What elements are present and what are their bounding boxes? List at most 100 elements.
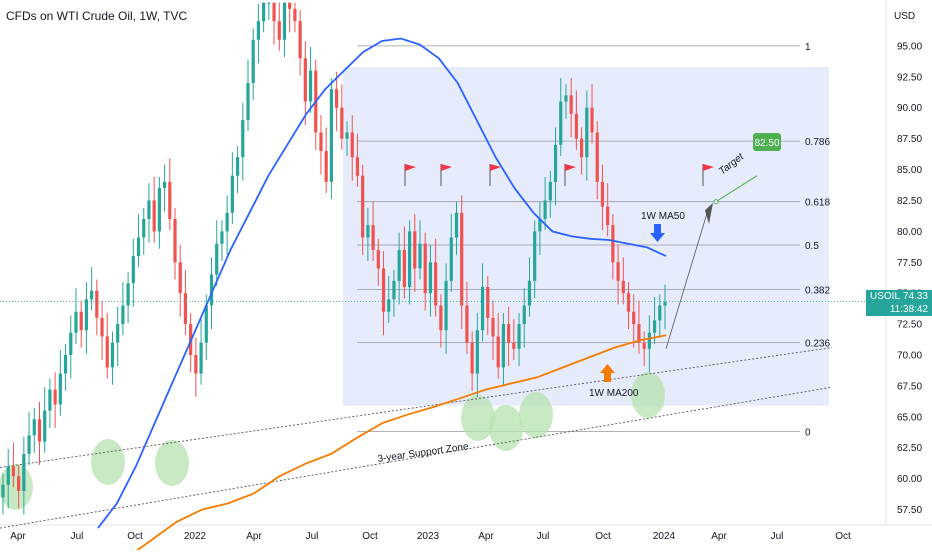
candle-body — [407, 231, 412, 287]
x-tick-label: Jul — [306, 531, 319, 542]
y-tick-label: 72.50 — [897, 320, 922, 331]
candle-body — [90, 290, 94, 300]
candle-body — [371, 225, 375, 250]
candle-body — [512, 342, 516, 349]
candle-body — [131, 256, 135, 284]
projection-arrow-icon — [705, 202, 713, 224]
y-tick-label: 87.50 — [897, 134, 922, 145]
flag-icon — [565, 164, 576, 172]
candle-body — [69, 332, 73, 355]
candle-body — [449, 237, 453, 281]
candle-body — [319, 132, 323, 151]
candle-body — [366, 225, 370, 238]
candle-body — [658, 305, 662, 321]
candle-body — [387, 299, 391, 312]
candle-body — [209, 274, 214, 306]
candle-body — [251, 39, 255, 83]
candle-body — [454, 212, 459, 238]
candle-body — [574, 113, 578, 139]
candle-body — [402, 249, 406, 287]
target-line — [715, 175, 758, 203]
candle-body — [199, 342, 203, 374]
candle-body — [63, 355, 68, 374]
y-tick-label: 90.00 — [897, 103, 922, 114]
y-tick-label: 65.00 — [897, 412, 922, 423]
y-tick-label: 95.00 — [897, 41, 922, 52]
candle-body — [48, 389, 52, 411]
y-tick-label: 57.50 — [897, 505, 922, 516]
price-tag-symbol: USOIL — [870, 291, 901, 302]
x-tick-label: 2022 — [184, 531, 207, 542]
candle-body — [43, 410, 47, 442]
candle-body — [288, 2, 292, 9]
candle-body — [241, 120, 245, 158]
x-tick-label: Oct — [127, 531, 143, 542]
candle-body — [626, 293, 631, 312]
support-zone-label: 3-year Support Zone — [377, 441, 470, 465]
x-tick-label: Oct — [595, 531, 611, 542]
support-circle — [519, 392, 553, 438]
candle-body — [522, 305, 526, 325]
candle-body — [345, 132, 349, 139]
candle-body — [142, 219, 146, 238]
candle-body — [616, 262, 620, 281]
candle-body — [439, 305, 443, 331]
candle-body — [418, 243, 422, 269]
candle-body — [606, 206, 610, 226]
candle-body — [105, 336, 109, 368]
candle-body — [585, 107, 589, 158]
candle-body — [277, 21, 281, 40]
x-tick-label: Apr — [478, 531, 494, 542]
x-tick-label: Apr — [246, 531, 262, 542]
flag-icon — [405, 164, 416, 172]
fib-level-label: 0.382 — [805, 285, 830, 296]
y-tick-label: 67.50 — [897, 381, 922, 392]
candle-body — [230, 175, 234, 213]
candle-body — [58, 373, 62, 405]
candle-body — [246, 83, 250, 121]
candle-body — [340, 107, 344, 139]
candle-body — [376, 249, 380, 269]
support-circle — [0, 464, 33, 510]
candle-body — [173, 219, 177, 263]
candle-body — [298, 21, 302, 59]
y-axis-ticks: 57.5060.0062.5065.0067.5070.0072.5075.00… — [897, 41, 922, 516]
candle-body — [465, 305, 469, 343]
candle-body — [491, 317, 495, 337]
candle-body — [204, 305, 208, 343]
candle-body — [663, 301, 667, 306]
support-circle — [155, 440, 189, 486]
candle-body — [428, 262, 433, 294]
chart-title: CFDs on WTI Crude Oil, 1W, TVC — [6, 9, 188, 23]
candle-body — [579, 138, 584, 158]
support-circle — [91, 439, 125, 485]
candle-body — [32, 419, 36, 436]
support-circle — [461, 395, 495, 441]
x-tick-label: Jul — [771, 531, 784, 542]
candle-body — [475, 330, 479, 374]
candle-body — [215, 243, 219, 275]
candle-body — [642, 342, 646, 349]
candle-body — [37, 419, 42, 442]
candle-body — [116, 324, 120, 343]
candle-body — [501, 324, 506, 368]
candle-body — [470, 342, 474, 374]
candle-body — [444, 280, 448, 331]
x-tick-label: 2024 — [653, 531, 676, 542]
candle-body — [486, 287, 490, 318]
support-circles — [0, 372, 665, 510]
candle-body — [507, 324, 511, 343]
candle-body — [267, 2, 271, 4]
price-tag-countdown: 11:38:42 — [889, 304, 928, 315]
ma200-arrow-icon — [600, 364, 615, 382]
candle-body — [392, 280, 396, 300]
flag-icon — [441, 164, 452, 172]
candle-body — [183, 293, 188, 325]
y-tick-label: 60.00 — [897, 474, 922, 485]
candle-body — [178, 262, 182, 294]
fib-level-label: 0.618 — [805, 198, 830, 209]
price-tag-row: USOIL 74.33 — [866, 290, 932, 303]
fib-level-label: 0.786 — [805, 137, 830, 148]
candle-body — [460, 212, 464, 306]
